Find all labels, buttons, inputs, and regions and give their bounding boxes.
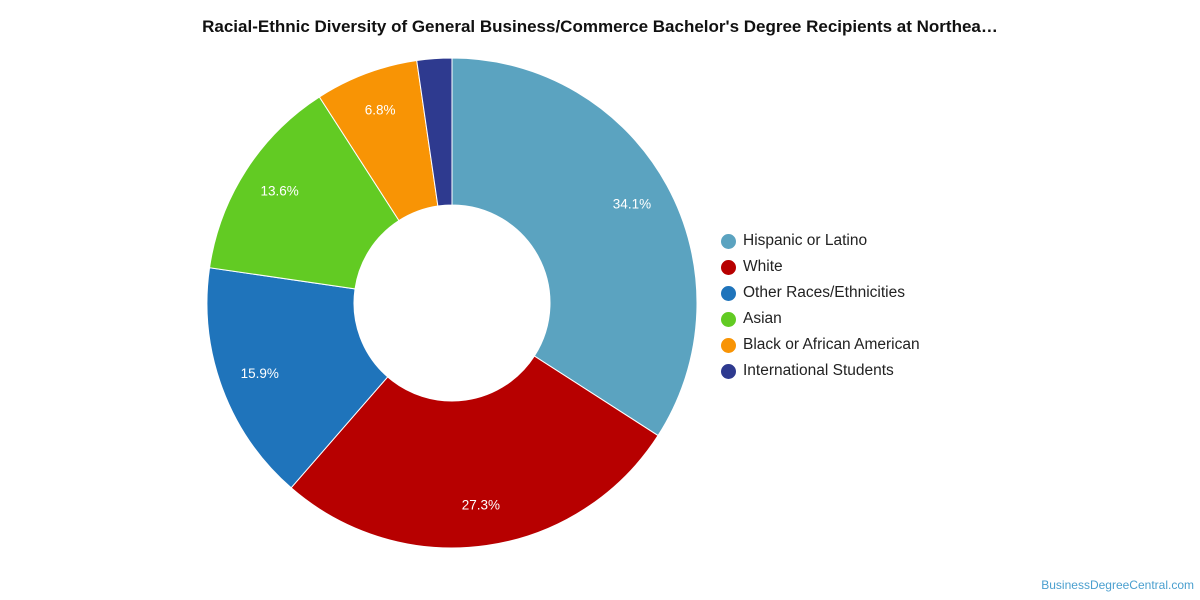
chart-title: Racial-Ethnic Diversity of General Busin…: [202, 17, 998, 36]
slice-label: 15.9%: [241, 366, 279, 381]
legend-item[interactable]: Asian: [721, 306, 920, 332]
legend-item[interactable]: Other Races/Ethnicities: [721, 280, 920, 306]
slice-label: 27.3%: [462, 498, 500, 513]
slice-international-students[interactable]: [416, 57, 453, 207]
slice-label: 6.8%: [365, 103, 396, 118]
legend-item[interactable]: Black or African American: [721, 332, 920, 358]
legend-label: Asian: [743, 310, 782, 327]
legend-swatch: [721, 259, 736, 275]
legend-label: International Students: [743, 362, 894, 379]
legend-label: White: [743, 258, 783, 275]
legend-swatch: [721, 363, 736, 379]
slice-asian[interactable]: [208, 96, 400, 290]
legend-swatch: [721, 311, 736, 327]
legend-swatch: [721, 285, 736, 301]
legend-item[interactable]: International Students: [721, 358, 920, 384]
legend-label: Hispanic or Latino: [743, 232, 868, 249]
slice-hispanic-or-latino[interactable]: [451, 57, 698, 437]
legend-swatch: [721, 337, 736, 353]
legend-item[interactable]: Hispanic or Latino: [721, 228, 920, 254]
legend-label: Black or African American: [743, 336, 920, 353]
slice-white[interactable]: [290, 355, 659, 549]
legend-label: Other Races/Ethnicities: [743, 284, 905, 301]
chart-legend: Hispanic or Latino White Other Races/Ethni…: [721, 228, 920, 384]
source-credit-link[interactable]: BusinessDegreeCentral.com: [1041, 578, 1194, 592]
slice-other-races-ethnicities[interactable]: [206, 267, 389, 489]
legend-swatch: [721, 233, 736, 249]
slice-label: 34.1%: [613, 196, 651, 211]
legend-item[interactable]: White: [721, 254, 920, 280]
slice-label: 13.6%: [260, 184, 298, 199]
